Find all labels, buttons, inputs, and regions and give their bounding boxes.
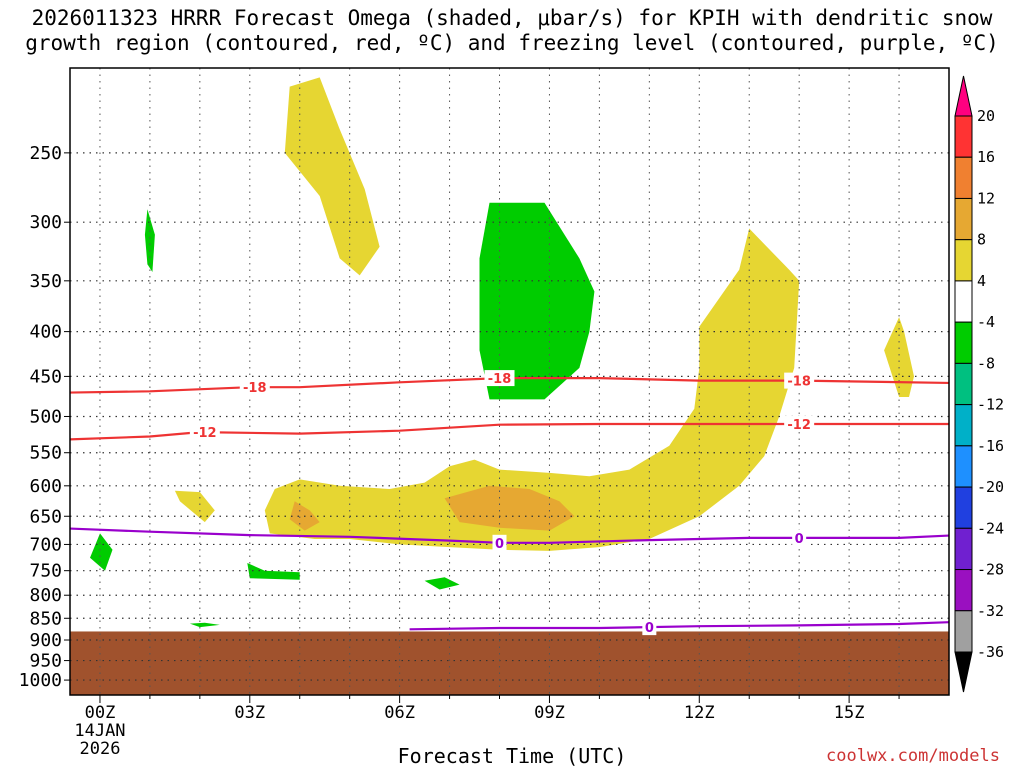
x-date-label-day: 14JAN	[74, 721, 125, 741]
y-tick-label-300: 300	[29, 212, 62, 233]
x-tick-label-06Z: 06Z	[384, 703, 415, 723]
x-tick-label-12Z: 12Z	[684, 703, 715, 723]
contour-label-bg-dgz-minus18-1	[484, 370, 515, 387]
colorbar-swatch-8	[954, 445, 973, 488]
contour-label-freezing-level-upper-0: 0	[495, 537, 504, 552]
contour-label-bg-freezing-level-upper-0	[492, 534, 507, 551]
omega-region-orange-core	[444, 485, 575, 531]
colorbar-swatch-10	[954, 527, 973, 571]
omega-region-yellow-small-left	[174, 490, 215, 523]
plot-area: -18 -18 -18 -12 -12 0 0 0	[70, 68, 949, 695]
x-tick-label-00Z: 00Z	[85, 703, 116, 723]
colorbar-swatch-9	[954, 486, 973, 529]
colorbar-bottom-arrow	[954, 651, 973, 693]
colorbar-label-9: -20	[977, 478, 1004, 496]
x-tick-label-15Z: 15Z	[834, 703, 865, 723]
x-axis-label: Forecast Time (UTC)	[397, 744, 627, 768]
contour-label-bg-dgz-minus18-2	[784, 372, 815, 389]
colorbar-label-5: -4	[977, 313, 995, 331]
chart-title: 2026011323 HRRR Forecast Omega (shaded, …	[0, 6, 1024, 56]
contour-label-freezing-level-upper-1: 0	[795, 532, 804, 547]
y-tick-label-250: 250	[29, 143, 62, 164]
omega-region-yellow-right-blob	[884, 317, 914, 397]
contour-label-dgz-minus12-1: -12	[787, 418, 811, 433]
colorbar-swatch-6	[954, 362, 973, 406]
contour-label-dgz-minus12-0: -12	[193, 426, 217, 441]
colorbar-label-8: -16	[977, 437, 1004, 455]
contour-label-dgz-minus18-2: -18	[787, 375, 811, 390]
x-tick-label-03Z: 03Z	[234, 703, 265, 723]
colorbar-swatch-4	[954, 280, 973, 323]
contour-line-dgz-minus12	[70, 422, 949, 441]
colorbar-label-11: -28	[977, 561, 1004, 579]
credit-text: coolwx.com/models	[826, 746, 1000, 766]
colorbar-swatch-5	[954, 321, 973, 364]
contour-line-freezing-level-upper	[70, 527, 949, 544]
colorbar-swatch-11	[954, 569, 973, 612]
omega-region-green-lower-small	[189, 622, 220, 628]
colorbar-label-4: 4	[977, 272, 986, 290]
colorbar-top-arrow	[954, 75, 973, 117]
y-tick-label-400: 400	[29, 322, 62, 343]
omega-region-green-mid-small	[424, 577, 460, 590]
y-tick-label-700: 700	[29, 534, 62, 555]
y-tick-label-950: 950	[29, 651, 62, 672]
contour-label-bg-dgz-minus18-0	[239, 379, 270, 396]
omega-region-yellow-upper-plume	[284, 77, 380, 276]
contour-label-bg-dgz-minus12-1	[784, 416, 815, 433]
contour-line-freezing-level-lower	[409, 621, 949, 631]
y-tick-label-350: 350	[29, 271, 62, 292]
colorbar-label-1: 16	[977, 148, 995, 166]
contour-label-freezing-level-lower-0: 0	[645, 621, 654, 636]
colorbar-label-12: -32	[977, 602, 1004, 620]
y-tick-label-600: 600	[29, 476, 62, 497]
y-tick-label-1000: 1000	[19, 670, 62, 691]
colorbar-swatch-0	[954, 115, 973, 158]
omega-region-green-upper-left-spike	[144, 209, 155, 272]
colorbar-swatch-12	[954, 610, 973, 653]
colorbar-label-7: -12	[977, 396, 1004, 414]
title-line-1: 2026011323 HRRR Forecast Omega (shaded, …	[31, 6, 993, 30]
title-line-2: growth region (contoured, red, ºC) and f…	[25, 31, 999, 55]
colorbar-label-2: 12	[977, 189, 995, 207]
omega-region-green-mid-left	[247, 563, 300, 580]
omega-region-green-center-column	[479, 202, 595, 400]
contour-label-bg-dgz-minus12-0	[189, 424, 220, 441]
contour-label-dgz-minus18-1: -18	[488, 372, 512, 387]
colorbar-label-13: -36	[977, 643, 1004, 661]
colorbar-swatch-3	[954, 239, 973, 282]
omega-region-yellow-right-arm	[264, 228, 800, 551]
colorbar-swatch-1	[954, 156, 973, 199]
colorbar-swatch-7	[954, 404, 973, 447]
y-tick-label-550: 550	[29, 443, 62, 464]
colorbar-label-3: 8	[977, 231, 986, 249]
ground-below-surface	[70, 631, 949, 695]
omega-region-green-left-diamond	[90, 533, 113, 571]
y-tick-label-750: 750	[29, 561, 62, 582]
colorbar-label-6: -8	[977, 354, 995, 372]
y-tick-label-650: 650	[29, 506, 62, 527]
contour-label-dgz-minus18-0: -18	[243, 381, 267, 396]
x-date-label-year: 2026	[79, 739, 120, 759]
colorbar-swatch-2	[954, 197, 973, 241]
y-tick-label-800: 800	[29, 585, 62, 606]
contour-line-dgz-minus18	[70, 377, 949, 394]
y-tick-label-900: 900	[29, 630, 62, 651]
y-tick-label-850: 850	[29, 608, 62, 629]
x-tick-label-09Z: 09Z	[534, 703, 565, 723]
y-tick-label-500: 500	[29, 406, 62, 427]
colorbar-label-10: -24	[977, 519, 1004, 537]
colorbar-label-0: 20	[977, 107, 995, 125]
plot-frame	[69, 67, 950, 696]
y-tick-label-450: 450	[29, 366, 62, 387]
contour-label-bg-freezing-level-upper-1	[792, 529, 807, 546]
contour-label-bg-freezing-level-lower-0	[642, 619, 657, 636]
